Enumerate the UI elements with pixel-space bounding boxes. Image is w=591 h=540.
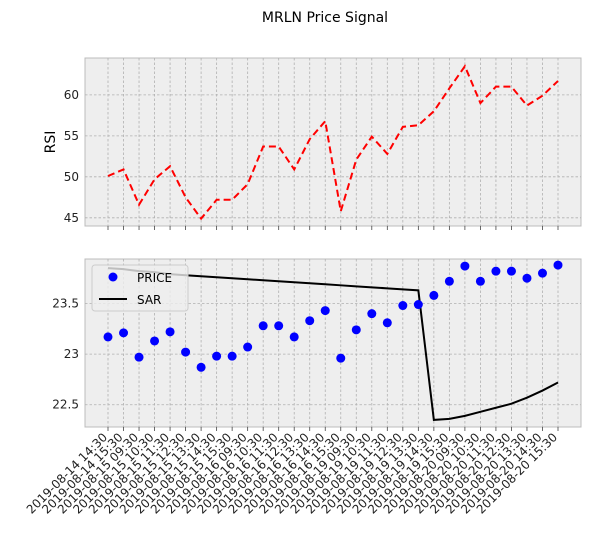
price-point (460, 261, 470, 271)
price-y-tick-labels: 22.5 23 23.5 (52, 297, 79, 412)
price-point (320, 306, 330, 316)
price-point (553, 260, 563, 270)
price-point (491, 266, 501, 276)
price-point (196, 362, 206, 372)
price-point (258, 321, 268, 331)
price-y-tick-label: 23 (64, 347, 79, 361)
price-point (398, 301, 408, 311)
price-point (413, 300, 423, 310)
legend: PRICE SAR (91, 264, 189, 312)
price-point (289, 332, 299, 342)
price-point (506, 266, 516, 276)
rsi-y-tick-label: 55 (64, 129, 79, 143)
price-point (382, 318, 392, 328)
rsi-y-tick-labels: 45 50 55 60 (64, 88, 79, 225)
rsi-y-axis-label: RSI (43, 131, 59, 154)
rsi-grid (85, 58, 581, 226)
price-point (227, 351, 237, 361)
price-point (181, 347, 191, 357)
price-point (150, 336, 160, 346)
rsi-line (107, 64, 559, 221)
price-point (444, 276, 454, 286)
price-point (274, 321, 284, 331)
rsi-y-tick-label: 45 (64, 211, 79, 225)
rsi-plot-area (84, 57, 582, 227)
rsi-y-tick-label: 60 (64, 88, 79, 102)
price-point (351, 325, 361, 335)
legend-sar-label: SAR (137, 293, 161, 307)
chart-title: MRLN Price Signal (262, 10, 388, 26)
price-point (103, 332, 113, 342)
price-point (119, 328, 129, 338)
legend-price-marker (108, 272, 118, 282)
price-points (103, 260, 563, 372)
price-point (134, 352, 144, 362)
price-point (305, 316, 315, 326)
legend-price-label: PRICE (137, 271, 172, 285)
price-point (537, 268, 547, 278)
price-point (212, 351, 222, 361)
rsi-y-tick-label: 50 (64, 170, 79, 184)
price-point (367, 309, 377, 319)
rsi-series (107, 64, 559, 221)
price-y-tick-label: 22.5 (52, 398, 79, 412)
price-point (475, 276, 485, 286)
price-point (429, 290, 439, 300)
price-point (522, 273, 532, 283)
price-point (243, 342, 253, 352)
price-y-tick-label: 23.5 (52, 297, 79, 311)
price-point (165, 327, 175, 337)
price-point (336, 353, 346, 363)
